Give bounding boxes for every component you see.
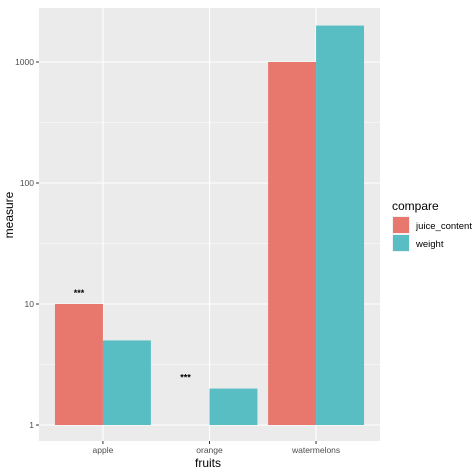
x-tick-label: apple — [93, 445, 114, 455]
x-tick-label: watermelons — [291, 445, 340, 455]
significance-label: *** — [74, 288, 85, 298]
legend-title: compare — [392, 199, 439, 213]
bar-orange-weight — [209, 388, 258, 425]
bar-apple-juice-content — [54, 304, 103, 425]
bar-watermelons-juice-content — [268, 62, 317, 425]
legend: compare juice_content weight — [392, 199, 472, 252]
x-axis: apple orange watermelons — [93, 441, 340, 455]
y-axis-title: measure — [2, 191, 16, 238]
y-axis: 1 10 100 1000 — [15, 57, 39, 430]
legend-label-juice-content: juice_content — [415, 221, 472, 232]
legend-label-weight: weight — [415, 239, 444, 250]
y-tick-label: 1000 — [15, 57, 34, 67]
bar-watermelons-weight — [316, 25, 365, 425]
bar-apple-weight — [102, 340, 151, 425]
y-tick-label: 1 — [29, 420, 34, 430]
y-tick-label: 100 — [20, 178, 34, 188]
x-tick-label: orange — [196, 445, 223, 455]
significance-annotations: *** *** — [74, 288, 192, 383]
bars — [54, 25, 365, 425]
legend-swatch-juice-content — [393, 217, 409, 233]
x-axis-title: fruits — [195, 456, 221, 470]
legend-swatch-weight — [393, 235, 409, 251]
significance-label: *** — [180, 373, 191, 383]
y-tick-label: 10 — [25, 299, 35, 309]
